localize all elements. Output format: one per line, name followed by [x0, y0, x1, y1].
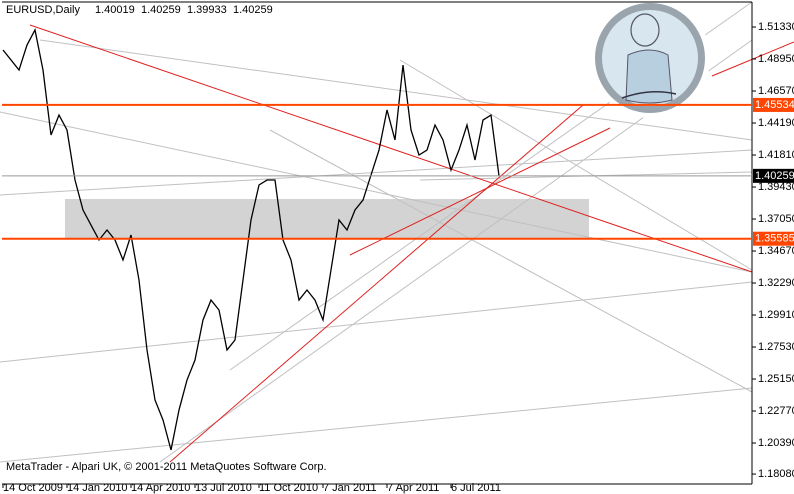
level-label: 1.45534 [755, 99, 794, 111]
y-tick-label: 1.39430 [758, 181, 794, 193]
y-tick-label: 1.46570 [758, 85, 794, 97]
x-tick-label: 14 Jan 2010 [67, 482, 128, 494]
logo-body [625, 49, 673, 104]
y-tick-label: 1.25150 [758, 373, 794, 385]
y-tick-label: 1.48950 [758, 53, 794, 65]
trendline [169, 104, 584, 463]
level-tag [753, 97, 794, 112]
footer: MetaTrader - Alpari UK, © 2001-2011 Meta… [6, 461, 327, 473]
logo-signature [621, 91, 677, 99]
y-tick-label: 1.41810 [758, 149, 794, 161]
symbol-title: EURUSD,Daily [6, 4, 80, 16]
y-tick-label: 1.37050 [758, 213, 794, 225]
y-tick-label: 1.20390 [758, 437, 794, 449]
x-tick-label: 14 Oct 2009 [3, 482, 63, 494]
x-tick-label: 6 Jul 2011 [451, 482, 501, 494]
y-tick-label: 1.32290 [758, 277, 794, 289]
trendline [0, 111, 753, 273]
header-value: 1.39933 [187, 4, 227, 16]
price-line [2, 28, 500, 451]
trendline [349, 127, 611, 256]
header-values: 1.40019 1.40259 1.39933 1.40259 [95, 4, 273, 16]
zone-rectangle [65, 199, 589, 238]
level-tag [753, 168, 794, 183]
trendline [29, 24, 753, 273]
y-tick-label: 1.44190 [758, 117, 794, 129]
y-tick-label: 1.27530 [758, 341, 794, 353]
y-tick-label: 1.18080 [758, 468, 794, 480]
logo [590, 0, 710, 118]
level-label: 1.35585 [755, 233, 794, 245]
y-tick-label: 1.22770 [758, 405, 794, 417]
header-value: 1.40019 [95, 4, 135, 16]
x-tick-label: 7 Jan 2011 [323, 482, 377, 494]
trendline [39, 39, 753, 141]
level-tag [753, 231, 794, 246]
y-tick-label: 1.51330 [758, 21, 794, 33]
x-tick-label: 7 Apr 2011 [387, 482, 439, 494]
logo-head [630, 13, 660, 47]
x-tick-label: 11 Oct 2010 [259, 482, 318, 494]
trendline [0, 149, 753, 196]
trendline [0, 387, 753, 463]
x-tick-label: 14 Apr 2010 [131, 482, 190, 494]
y-tick-label: 1.29910 [758, 309, 794, 321]
trendline [0, 281, 753, 363]
y-tick-label: 1.34670 [758, 245, 794, 257]
header-value: 1.40259 [141, 4, 181, 16]
header-value: 1.40259 [233, 4, 273, 16]
x-tick-label: 13 Jul 2010 [195, 482, 252, 494]
level-label: 1.40259 [755, 170, 794, 182]
